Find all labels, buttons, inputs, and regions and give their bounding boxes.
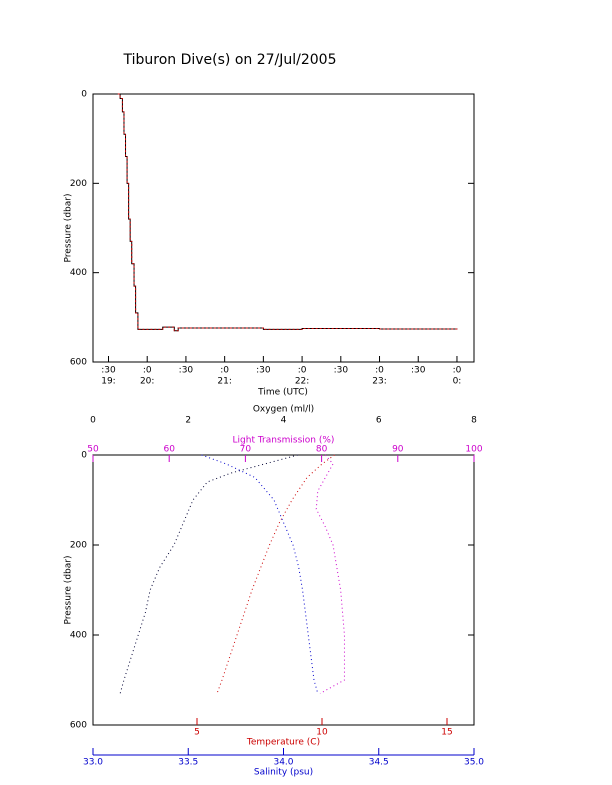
axis-tick-label: 35.0: [464, 758, 484, 768]
axis-tick-label: 100: [465, 445, 482, 455]
axis-tick-label: 60: [163, 445, 175, 455]
axis-tick-label: 10: [316, 728, 328, 738]
axis-tick-label: 50: [87, 445, 99, 455]
pressure-line: [117, 93, 458, 332]
x-tick-label: :30: [411, 366, 426, 376]
y-axis-label: Pressure (dbar): [64, 556, 74, 625]
y-tick-label: 0: [81, 90, 87, 100]
axis-tick-label: 2: [185, 416, 191, 426]
plot-frame: [92, 454, 475, 726]
profile-line: [315, 454, 345, 694]
y-tick-label: 200: [70, 179, 87, 189]
x-tick-label: 0:: [453, 377, 462, 387]
plot-frame: [92, 93, 475, 363]
x-tick-label: :30: [101, 366, 116, 376]
profile-line: [216, 454, 335, 694]
axis-label: Light Transmission (%): [233, 436, 335, 446]
axis-label: Oxygen (ml/l): [253, 405, 314, 415]
x-tick-label: :30: [179, 366, 194, 376]
profile-line: [201, 454, 319, 694]
axis-tick-label: 70: [240, 445, 252, 455]
y-tick-label: 0: [81, 451, 87, 461]
pressure-line: [117, 93, 458, 332]
axis-tick-label: 6: [376, 416, 382, 426]
x-tick-label: 23:: [372, 377, 386, 387]
axis-tick-label: 33.5: [178, 758, 198, 768]
x-tick-label: :0: [143, 366, 152, 376]
axis-label: Temperature (C): [246, 738, 320, 748]
y-tick-label: 200: [70, 541, 87, 551]
y-tick-label: 400: [70, 631, 87, 641]
y-tick-label: 600: [70, 358, 87, 368]
x-tick-label: :30: [334, 366, 349, 376]
x-tick-label: :0: [375, 366, 384, 376]
page-title: Tiburon Dive(s) on 27/Jul/2005: [122, 52, 336, 68]
axis-tick-label: 4: [281, 416, 287, 426]
x-tick-label: 22:: [295, 377, 309, 387]
x-tick-label: 19:: [101, 377, 115, 387]
axis-tick-label: 15: [441, 728, 452, 738]
axis-tick-label: 34.5: [369, 758, 389, 768]
axis-tick-label: 80: [316, 445, 328, 455]
axis-tick-label: 5: [194, 728, 200, 738]
axis-tick-label: 34.0: [273, 758, 293, 768]
axis-tick-label: 33.0: [83, 758, 103, 768]
y-axis-label: Pressure (dbar): [64, 194, 74, 263]
x-tick-label: :0: [298, 366, 307, 376]
x-tick-label: :30: [256, 366, 271, 376]
profile-line: [119, 454, 298, 694]
axis-tick-label: 90: [392, 445, 404, 455]
y-tick-label: 600: [70, 721, 87, 731]
axis-label: Salinity (psu): [254, 768, 313, 778]
x-tick-label: :0: [453, 366, 462, 376]
axis-tick-label: 0: [90, 416, 96, 426]
x-axis-label: Time (UTC): [257, 388, 308, 398]
y-tick-label: 400: [70, 268, 87, 278]
x-tick-label: 21:: [217, 377, 231, 387]
axis-tick-label: 8: [471, 416, 477, 426]
x-tick-label: :0: [220, 366, 229, 376]
x-tick-label: 20:: [140, 377, 154, 387]
